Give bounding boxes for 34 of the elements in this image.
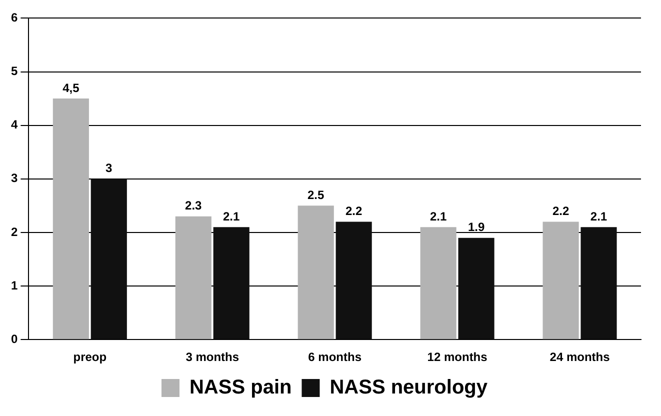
y-tick-label: 4 <box>10 118 18 132</box>
y-tick-label: 6 <box>10 10 18 25</box>
data-label: 2.1 <box>590 209 608 224</box>
data-label: 4,5 <box>62 80 80 95</box>
y-tick-label: 3 <box>10 171 18 186</box>
legend-label: NASS pain <box>189 376 292 399</box>
bar <box>90 178 127 340</box>
bar <box>580 227 617 340</box>
bar <box>175 216 212 340</box>
bar <box>52 98 89 340</box>
x-tick-label: 6 months <box>308 350 362 364</box>
data-label: 2.3 <box>185 198 202 213</box>
y-tick-label: 5 <box>10 64 18 78</box>
y-tick-label: 2 <box>10 224 18 239</box>
data-label: 2.2 <box>552 204 570 218</box>
bar <box>420 227 456 340</box>
data-label: 1.9 <box>468 220 485 234</box>
bar <box>542 222 579 340</box>
data-label: 2.1 <box>430 209 447 224</box>
data-label: 3 <box>106 161 113 176</box>
x-tick-label: 12 months <box>427 350 488 364</box>
bar <box>213 227 250 340</box>
bar <box>298 206 334 340</box>
data-label: 2.2 <box>345 204 362 218</box>
data-label: 2.1 <box>223 209 240 224</box>
legend-label: NASS neurology <box>330 376 488 399</box>
y-tick-label: 1 <box>10 278 18 292</box>
x-tick-label: preop <box>73 350 107 364</box>
x-tick-label: 3 months <box>186 350 240 364</box>
bar <box>336 222 372 340</box>
bar <box>458 238 494 340</box>
x-tick-label: 24 months <box>550 350 610 364</box>
y-tick-label: 0 <box>10 332 18 346</box>
data-label: 2.5 <box>308 188 325 202</box>
